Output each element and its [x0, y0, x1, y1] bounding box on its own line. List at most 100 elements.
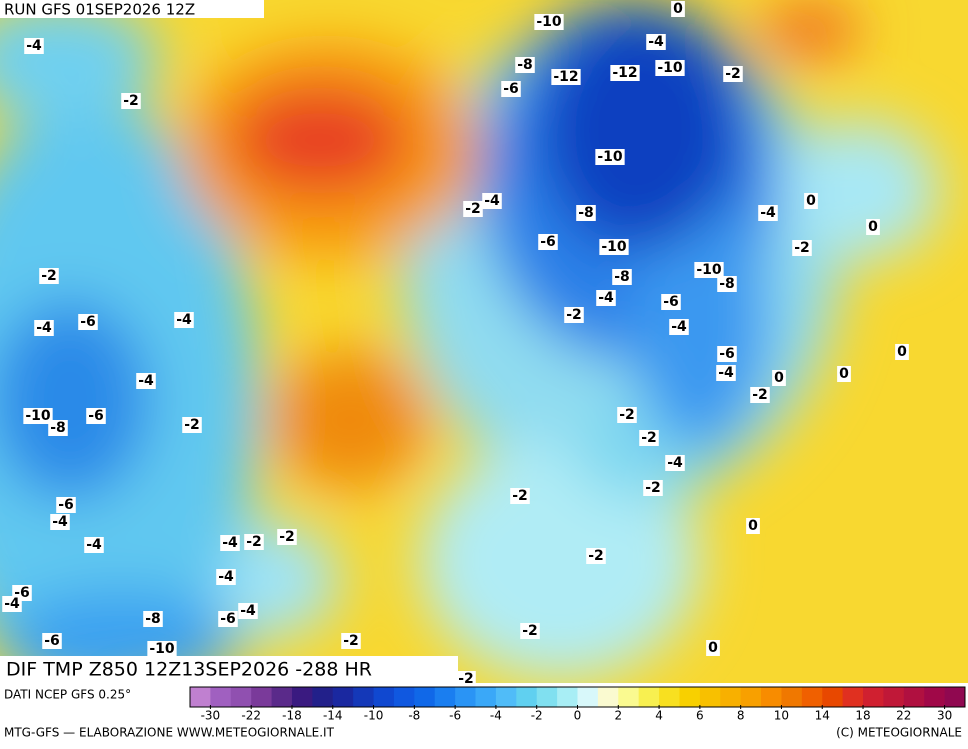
- contour-label-box: [895, 344, 909, 360]
- colorbar-swatch: [414, 687, 436, 707]
- colorbar-swatch: [597, 687, 619, 707]
- contour-label-box: [596, 290, 616, 306]
- contour-label: -8: [719, 276, 735, 292]
- contour-label: -8: [517, 57, 533, 73]
- colorbar-tick-label: 30: [937, 709, 952, 723]
- contour-label-box: [86, 408, 106, 424]
- contour-label-box: [147, 641, 177, 657]
- contour-label: -10: [536, 14, 562, 30]
- contour-label-box: [750, 387, 770, 403]
- colorbar-tick-label: -22: [241, 709, 261, 723]
- contour-label-box: [78, 314, 98, 330]
- colorbar-tick-label: -14: [323, 709, 343, 723]
- contour-label-box: [706, 640, 720, 656]
- contour-label: -4: [667, 455, 683, 471]
- contour-label-box: [534, 14, 564, 30]
- contour-label: -6: [220, 611, 236, 627]
- contour-label: 0: [708, 640, 718, 656]
- contour-label-box: [456, 671, 476, 683]
- colorbar-tick-label: 22: [896, 709, 911, 723]
- contour-label-box: [510, 488, 530, 504]
- colorbar: -30 -22 -18 -14 -10 -8 -6 -4 -2 0 2 4 6 8 10 14 18 22 30: [189, 686, 966, 723]
- contour-label-box: [182, 417, 202, 433]
- colorbar-swatch: [577, 687, 599, 707]
- contour-label: -10: [657, 60, 683, 76]
- colorbar-tick-label: -2: [531, 709, 543, 723]
- contour-label-box: [694, 262, 724, 278]
- colorbar-tick-label: 0: [574, 709, 582, 723]
- colorbar-swatch: [761, 687, 782, 707]
- contour-label-box: [56, 497, 76, 513]
- contour-label: -6: [44, 633, 60, 649]
- colorbar-tick-label: 10: [774, 709, 789, 723]
- contour-label: -2: [184, 417, 200, 433]
- contour-label-box: [551, 69, 581, 85]
- contour-label: 0: [839, 366, 849, 382]
- contour-label-box: [758, 205, 778, 221]
- run-label: RUN GFS 01SEP2026 12Z: [4, 1, 195, 19]
- contour-label: 0: [806, 193, 816, 209]
- contour-label: -6: [503, 81, 519, 97]
- contour-label-box: [121, 93, 141, 109]
- contour-label-box: [617, 407, 637, 423]
- contour-label: -4: [648, 34, 664, 50]
- contour-label: -6: [540, 234, 556, 250]
- contour-label-box: [220, 535, 240, 551]
- contour-label-box: [639, 430, 659, 446]
- colorbar-tick-label: -8: [408, 709, 420, 723]
- contour-label: -10: [25, 408, 51, 424]
- colorbar-swatch: [883, 687, 905, 707]
- contour-label: -8: [614, 269, 630, 285]
- contour-label-box: [746, 518, 760, 534]
- contour-label-box: [238, 603, 258, 619]
- contour-label-box: [143, 611, 163, 627]
- colorbar-swatch: [781, 687, 803, 707]
- colorbar-swatch: [822, 687, 844, 707]
- contour-label: -4: [240, 603, 256, 619]
- colorbar-swatch: [210, 687, 232, 707]
- contour-label: -12: [612, 65, 637, 81]
- contour-label: -4: [760, 205, 776, 221]
- contour-label-box: [515, 57, 535, 73]
- contour-label-box: [866, 219, 880, 235]
- contour-label-box: [661, 294, 681, 310]
- contour-label: -4: [176, 312, 192, 328]
- contour-label: -2: [645, 480, 661, 496]
- contour-label-box: [50, 514, 70, 530]
- contour-label-box: [837, 366, 851, 382]
- contour-label-box: [595, 149, 625, 165]
- run-box: [0, 0, 264, 18]
- contour-label: -2: [588, 548, 604, 564]
- contour-label-box: [792, 240, 812, 256]
- contour-label-box: [665, 455, 685, 471]
- contour-label: -2: [343, 633, 359, 649]
- contour-label-box: [84, 537, 104, 553]
- colorbar-swatch: [903, 687, 925, 707]
- contour-label: -2: [566, 307, 582, 323]
- contour-label-box: [24, 38, 44, 54]
- contour-label-box: [174, 312, 194, 328]
- contour-label: 0: [868, 219, 878, 235]
- colorbar-swatch: [842, 687, 864, 707]
- colorbar-tick-label: 4: [655, 709, 663, 723]
- contour-label-box: [136, 373, 156, 389]
- colorbar-tick-label: 14: [815, 709, 830, 723]
- contour-label: -4: [86, 537, 102, 553]
- contour-label-box: [538, 234, 558, 250]
- contour-label-box: [669, 319, 689, 335]
- contour-label: -8: [578, 205, 594, 221]
- contour-label: -6: [663, 294, 679, 310]
- map-title: DIF TMP Z850 12Z13SEP2026 -288 HR: [6, 659, 372, 681]
- contour-label: -8: [50, 420, 66, 436]
- colorbar-swatch: [924, 687, 946, 707]
- colorbar-swatch: [251, 687, 273, 707]
- contour-label: -6: [88, 408, 104, 424]
- contour-label: -4: [218, 569, 234, 585]
- colorbar-swatch: [230, 687, 252, 707]
- contour-label-box: [48, 420, 68, 436]
- contour-label: -2: [123, 93, 139, 109]
- colorbar-swatch: [659, 687, 680, 707]
- contour-label-box: [716, 365, 736, 381]
- colorbar-swatch: [638, 687, 660, 707]
- contour-label: -4: [52, 514, 68, 530]
